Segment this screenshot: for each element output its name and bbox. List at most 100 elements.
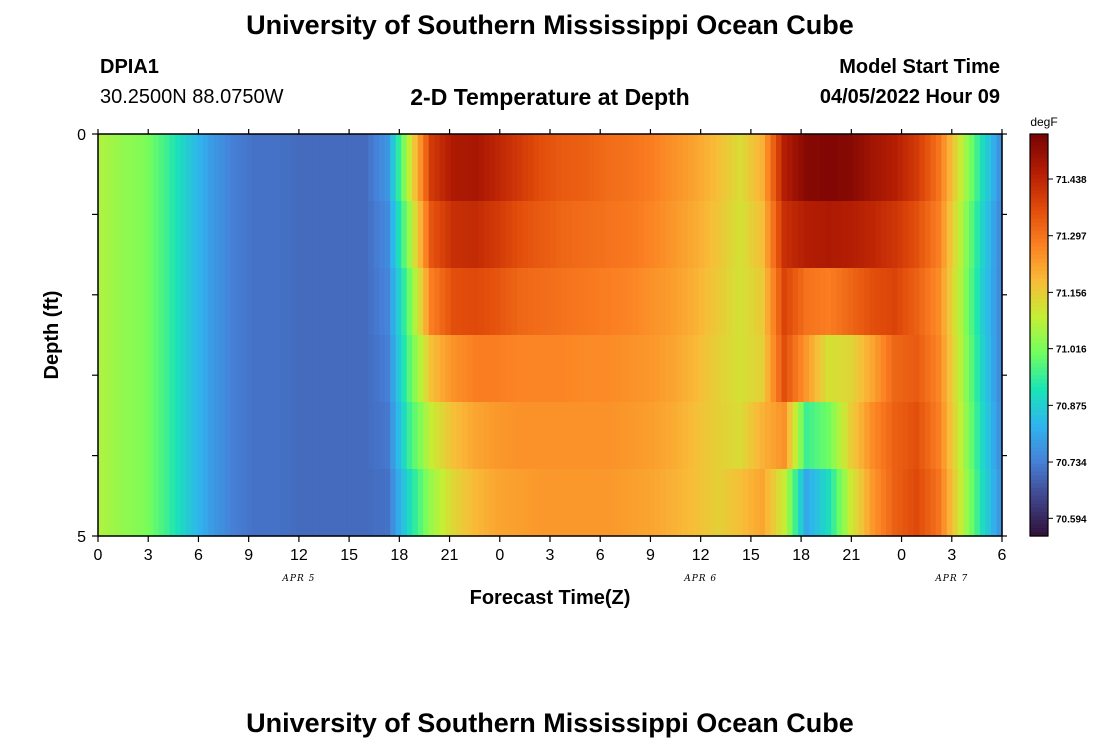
colorbar-swatch xyxy=(1030,330,1048,336)
heatmap-cell xyxy=(588,201,595,269)
heatmap-cell xyxy=(368,469,375,537)
heatmap-cell xyxy=(853,469,860,537)
heatmap-cell xyxy=(599,469,606,537)
heatmap-cell xyxy=(709,268,716,336)
heatmap-cell xyxy=(312,201,320,269)
colorbar-swatch xyxy=(1030,270,1048,276)
colorbar-swatch xyxy=(1030,182,1048,187)
heatmap-cell xyxy=(274,201,281,269)
colorbar-tick-label: 70.875 xyxy=(1056,401,1087,412)
heatmap-cell xyxy=(346,469,353,537)
heatmap-cell xyxy=(643,134,650,202)
heatmap-cell xyxy=(279,469,287,537)
heatmap-cell xyxy=(550,134,557,202)
heatmap-cell xyxy=(428,134,435,202)
heatmap-cell xyxy=(241,469,248,537)
heatmap-cell xyxy=(362,201,369,269)
heatmap-cell xyxy=(941,335,948,403)
heatmap-cell xyxy=(136,335,143,403)
colorbar-swatch xyxy=(1030,178,1048,183)
heatmap-cell xyxy=(511,268,518,336)
heatmap-cell xyxy=(935,469,942,537)
heatmap-cell xyxy=(511,201,518,269)
heatmap-cell xyxy=(109,268,116,336)
heatmap-cell xyxy=(147,469,154,537)
heatmap-cell xyxy=(869,268,876,336)
heatmap-cell xyxy=(522,469,529,537)
heatmap-cell xyxy=(169,402,176,470)
heatmap-cell xyxy=(687,201,694,269)
heatmap-cell xyxy=(202,134,209,202)
heatmap-cell xyxy=(996,335,1003,403)
heatmap-cell xyxy=(158,268,165,336)
heatmap-cell xyxy=(820,268,827,336)
heatmap-cell xyxy=(538,469,546,537)
heatmap-cell xyxy=(776,335,783,403)
heatmap-cell xyxy=(412,201,419,269)
heatmap-cell xyxy=(577,469,584,537)
heatmap-cell xyxy=(329,402,336,470)
heatmap-cell xyxy=(544,402,551,470)
colorbar-swatch xyxy=(1030,146,1048,151)
heatmap-cell xyxy=(709,335,716,403)
heatmap-cell xyxy=(588,134,595,202)
heatmap-cell xyxy=(720,402,727,470)
heatmap-cell xyxy=(616,201,623,269)
heatmap-cell xyxy=(682,268,689,336)
heatmap-cell xyxy=(296,469,303,537)
heatmap-cell xyxy=(753,134,761,202)
heatmap-cell xyxy=(572,469,579,537)
heatmap-cell xyxy=(764,134,772,202)
heatmap-cell xyxy=(109,402,116,470)
heatmap-cell xyxy=(423,402,430,470)
heatmap-cell xyxy=(318,335,325,403)
heatmap-cell xyxy=(891,268,898,336)
heatmap-cell xyxy=(373,268,380,336)
heatmap-cell xyxy=(979,469,987,537)
colorbar-swatch xyxy=(1030,202,1048,207)
heatmap-cell xyxy=(494,402,501,470)
colorbar: 70.594 70.734 70.875 71.016 71.156 71.297 71.4… xyxy=(1029,133,1087,537)
heatmap-cell xyxy=(632,268,639,336)
heatmap-cell xyxy=(968,201,976,269)
heatmap-cell xyxy=(423,268,430,336)
heatmap-cell xyxy=(252,201,259,269)
heatmap-cell xyxy=(114,469,121,537)
heatmap-cell xyxy=(665,134,672,202)
heatmap-cell xyxy=(737,134,744,202)
heatmap-cell xyxy=(252,268,259,336)
heatmap-cell xyxy=(990,335,998,403)
heatmap-cell xyxy=(390,402,397,470)
heatmap-cell xyxy=(235,201,242,269)
heatmap-cell xyxy=(131,134,138,202)
heatmap-cell xyxy=(483,201,490,269)
colorbar-swatch xyxy=(1030,411,1048,416)
heatmap-cell xyxy=(318,134,325,202)
page-title: University of Southern Mississippi Ocean… xyxy=(246,10,854,40)
heatmap-cell xyxy=(522,335,529,403)
heatmap-cell xyxy=(208,469,215,537)
heatmap-cell xyxy=(742,335,750,403)
heatmap-cell xyxy=(324,335,331,403)
heatmap-cell xyxy=(439,402,446,470)
heatmap-cell xyxy=(963,268,970,336)
heatmap-cell xyxy=(533,268,540,336)
model-start-value: 04/05/2022 Hour 09 xyxy=(819,86,1000,108)
colorbar-tick-label: 71.016 xyxy=(1056,345,1087,356)
heatmap-cell xyxy=(252,335,259,403)
heatmap-cell xyxy=(351,268,358,336)
heatmap-cell xyxy=(913,402,920,470)
heatmap-cell xyxy=(759,268,766,336)
heatmap-cell xyxy=(698,402,705,470)
heatmap-cell xyxy=(186,134,193,202)
heatmap-cell xyxy=(324,469,331,537)
heatmap-cell xyxy=(522,402,529,470)
heatmap-cell xyxy=(831,268,838,336)
heatmap-cell xyxy=(180,469,187,537)
heatmap-cell xyxy=(902,134,909,202)
colorbar-swatch xyxy=(1030,282,1048,288)
heatmap-cell xyxy=(533,335,540,403)
colorbar-swatch xyxy=(1030,427,1048,433)
heatmap-cell xyxy=(505,201,513,269)
heatmap-cell xyxy=(572,335,579,403)
